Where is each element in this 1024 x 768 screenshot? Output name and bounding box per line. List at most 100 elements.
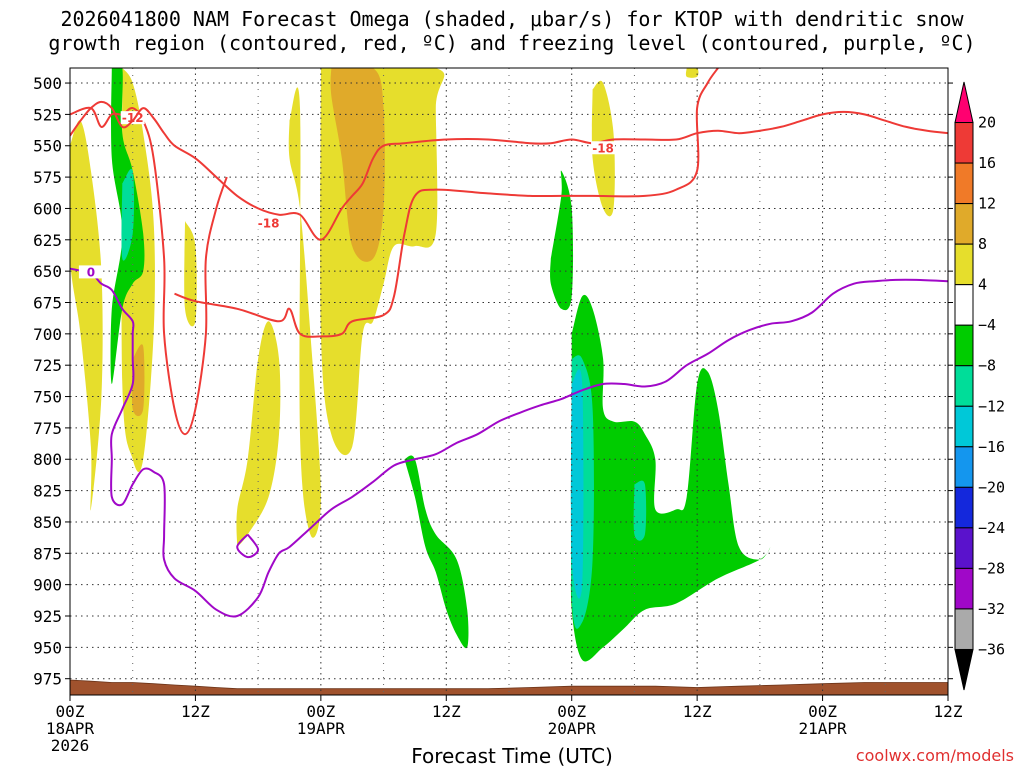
terrain-layer bbox=[69, 679, 949, 696]
plot-background bbox=[70, 68, 948, 695]
contour-dendritic_-18b bbox=[70, 100, 948, 241]
omega-region-17-level--12 bbox=[570, 369, 584, 599]
contour-label-bg-1 bbox=[256, 216, 281, 230]
colorbar-label-12: −32 bbox=[978, 600, 1005, 618]
x-tick-label-0: 00Z bbox=[56, 702, 85, 721]
colorbar-swatch-6 bbox=[954, 324, 974, 367]
colorbar-label-10: −24 bbox=[978, 519, 1005, 537]
colorbar-swatch-10 bbox=[954, 486, 974, 529]
colorbar-label-11: −28 bbox=[978, 559, 1005, 577]
contour-layer: -12 -18 -18 0 bbox=[70, 68, 948, 618]
x-tick-label-12: 12Z bbox=[181, 702, 210, 721]
terrain-band bbox=[69, 679, 949, 696]
colorbar-swatch-9 bbox=[954, 446, 974, 488]
y-tick-label-625: 625 bbox=[33, 231, 62, 250]
contour-freezing_loop bbox=[236, 533, 260, 559]
y-tick-label-700: 700 bbox=[33, 325, 62, 344]
y-tick-label-950: 950 bbox=[33, 638, 62, 657]
colorbar-label-13: −36 bbox=[978, 640, 1005, 658]
contour-label-dendritic_-18: -18 bbox=[258, 216, 280, 230]
colorbar-swatch-7 bbox=[954, 365, 974, 407]
colorbar-swatch-1 bbox=[954, 122, 974, 164]
omega-region-9-level-8 bbox=[131, 344, 145, 417]
x-date-label-0: 18APR bbox=[46, 719, 95, 738]
x-year-label-0: 2026 bbox=[51, 736, 90, 755]
colorbar-label-3: 8 bbox=[978, 235, 987, 253]
contour-freezing_0 bbox=[70, 267, 948, 618]
colorbar-label-1: 16 bbox=[978, 154, 996, 172]
contour-label-dendritic_-12: -12 bbox=[122, 111, 144, 125]
colorbar-swatch-8 bbox=[954, 405, 974, 448]
contour-dendritic_-18 bbox=[174, 68, 719, 338]
y-tick-label-500: 500 bbox=[33, 74, 62, 93]
y-tick-label-975: 975 bbox=[33, 670, 62, 689]
x-tick-label-60: 12Z bbox=[683, 702, 712, 721]
y-tick-label-800: 800 bbox=[33, 450, 62, 469]
y-tick-label-925: 925 bbox=[33, 607, 62, 626]
contour-label-bg-3 bbox=[78, 265, 103, 279]
y-tick-label-575: 575 bbox=[33, 168, 62, 187]
colorbar-cap-top bbox=[954, 81, 974, 124]
gridlines bbox=[70, 68, 948, 695]
colorbar-label-5: −4 bbox=[978, 316, 996, 334]
y-tick-label-775: 775 bbox=[33, 419, 62, 438]
colorbar-swatch-3 bbox=[954, 203, 974, 245]
y-tick-label-900: 900 bbox=[33, 576, 62, 595]
omega-region-7-level-4 bbox=[685, 68, 699, 78]
omega-region-0-level-4 bbox=[70, 120, 103, 511]
contour-label-bg-2 bbox=[591, 141, 616, 155]
colorbar-swatch-11 bbox=[954, 527, 974, 569]
colorbar-swatch-4 bbox=[954, 243, 974, 286]
x-tick-label-84: 12Z bbox=[934, 702, 963, 721]
x-date-label-24: 19APR bbox=[297, 719, 346, 738]
contour-dendritic_-12 bbox=[70, 106, 228, 436]
omega-region-12-level--4 bbox=[404, 455, 469, 649]
omega-region-4-level-4 bbox=[288, 87, 321, 538]
y-tick-label-750: 750 bbox=[33, 388, 62, 407]
y-tick-label-525: 525 bbox=[33, 105, 62, 124]
contour-label-freezing_0: 0 bbox=[87, 265, 95, 279]
y-tick-label-650: 650 bbox=[33, 262, 62, 281]
x-date-label-48: 20APR bbox=[548, 719, 597, 738]
y-tick-label-600: 600 bbox=[33, 199, 62, 218]
omega-region-14-level--8 bbox=[121, 168, 135, 261]
colorbar-label-9: −20 bbox=[978, 478, 1005, 496]
x-tick-label-36: 12Z bbox=[432, 702, 461, 721]
colorbar-swatch-13 bbox=[954, 608, 974, 650]
omega-region-11-level--4 bbox=[550, 170, 574, 311]
x-tick-label-72: 00Z bbox=[808, 702, 837, 721]
colorbar: 20 16 12 8 4 −4 −8 −12 −16 −20 −24 −28 −32 −36 bbox=[954, 81, 1005, 691]
y-tick-label-675: 675 bbox=[33, 293, 62, 312]
colorbar-label-7: −12 bbox=[978, 397, 1005, 415]
colorbar-swatch-2 bbox=[954, 162, 974, 205]
y-tick-label-875: 875 bbox=[33, 544, 62, 563]
colorbar-label-2: 12 bbox=[978, 195, 996, 213]
colorbar-swatch-5 bbox=[954, 284, 974, 326]
plot-frame bbox=[69, 67, 949, 696]
y-tick-label-850: 850 bbox=[33, 513, 62, 532]
colorbar-label-8: −16 bbox=[978, 438, 1005, 456]
colorbar-cap-bottom bbox=[954, 648, 974, 691]
x-date-label-72: 21APR bbox=[798, 719, 847, 738]
omega-region-13-level--4 bbox=[570, 294, 771, 662]
colorbar-label-6: −8 bbox=[978, 357, 996, 375]
omega-region-16-level--8 bbox=[633, 480, 647, 541]
x-tick-label-24: 00Z bbox=[306, 702, 335, 721]
y-tick-label-725: 725 bbox=[33, 356, 62, 375]
colorbar-swatch-12 bbox=[954, 567, 974, 610]
y-tick-label-550: 550 bbox=[33, 137, 62, 156]
contour-label-bg-0 bbox=[120, 111, 145, 125]
x-axis-label: Forecast Time (UTC) bbox=[411, 744, 613, 768]
colorbar-label-0: 20 bbox=[978, 114, 996, 132]
x-tick-label-48: 00Z bbox=[557, 702, 586, 721]
credit-text: coolwx.com/models bbox=[855, 746, 1014, 765]
contour-label-dendritic_-18b: -18 bbox=[592, 141, 614, 155]
omega-region-8-level-8 bbox=[330, 68, 385, 262]
chart-title-line-1: 2026041800 NAM Forecast Omega (shaded, μ… bbox=[60, 7, 964, 31]
chart-title-line-2: growth region (contoured, red, ºC) and f… bbox=[48, 31, 976, 55]
colorbar-label-4: 4 bbox=[978, 276, 987, 294]
y-axis: 500 525 550 575 600 625 650 675 700 725 750 775 800 8… bbox=[33, 74, 953, 689]
omega-shading-layer bbox=[70, 68, 771, 662]
